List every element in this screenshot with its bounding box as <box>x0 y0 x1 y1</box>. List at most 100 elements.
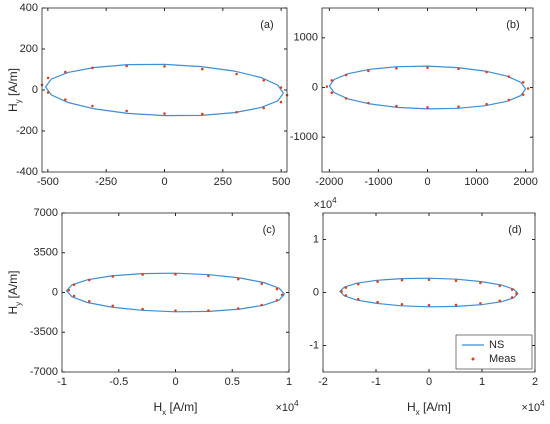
meas-point <box>356 297 360 301</box>
meas-point <box>427 303 431 307</box>
meas-point <box>330 91 334 95</box>
ns-curve <box>65 272 285 313</box>
y-tick-label: 1000 <box>294 32 318 44</box>
meas-point <box>260 303 264 307</box>
y-tick-label: -1 <box>309 339 319 351</box>
y-tick-label: 0 <box>313 286 319 298</box>
x-tick-label: 0.5 <box>225 376 240 388</box>
meas-point <box>457 105 460 108</box>
x-axis-label-part: [A/m] <box>420 400 451 414</box>
meas-point <box>521 93 525 96</box>
meas-point <box>344 73 348 77</box>
y-exponent-part: ×10 <box>313 199 332 211</box>
y-axis-label-part: [A/m] <box>6 270 20 301</box>
meas-point <box>46 76 50 80</box>
x-tick-label: 0 <box>426 376 432 388</box>
legend-label: Meas <box>489 353 516 365</box>
meas-point <box>174 273 177 276</box>
x-tick-label: -1000 <box>364 176 392 188</box>
meas-point <box>174 309 177 312</box>
y-tick-label: -3500 <box>30 326 58 338</box>
meas-point <box>91 104 94 108</box>
x-tick-label: -1 <box>57 376 67 388</box>
legend-label: NS <box>489 339 504 351</box>
meas-point <box>64 70 67 74</box>
panel-label: (a) <box>260 19 273 31</box>
meas-point <box>235 72 238 76</box>
y-tick-label: -7000 <box>30 366 58 378</box>
x-axis-label-part: x <box>416 408 420 417</box>
y-tick-label: 7000 <box>34 207 58 219</box>
meas-point <box>479 281 482 285</box>
meas-point <box>280 293 284 297</box>
x-exponent: ×104 <box>275 399 299 414</box>
x-tick-label: 1 <box>479 376 485 388</box>
y-tick-label: 400 <box>20 2 38 14</box>
x-tick-label: -0.5 <box>109 376 128 388</box>
panel-label: (c) <box>263 224 276 236</box>
y-tick-label: -1000 <box>290 131 318 143</box>
meas-point <box>510 296 514 299</box>
x-tick-label: 2 <box>532 376 538 388</box>
meas-point <box>485 102 488 106</box>
meas-point <box>325 85 329 88</box>
meas-point <box>376 300 379 304</box>
x-axis-label: Hx [A/m] <box>407 400 451 416</box>
meas-point <box>454 303 458 307</box>
meas-point <box>515 292 518 295</box>
y-exponent-part: 4 <box>332 196 337 205</box>
meas-point <box>507 75 511 78</box>
meas-point <box>262 106 265 110</box>
x-axis-label: Hx [A/m] <box>153 400 197 416</box>
axes-box <box>321 7 534 173</box>
meas-point <box>141 273 144 276</box>
meas-point <box>91 66 94 70</box>
axes-box <box>61 212 290 373</box>
axes-box <box>41 7 288 173</box>
y-axis-label: Hy [A/m] <box>6 68 22 112</box>
meas-point <box>125 109 128 113</box>
meas-point <box>526 87 530 90</box>
x-axis-label-part: x <box>162 408 166 417</box>
meas-point <box>400 302 404 306</box>
x-tick-label: -2 <box>318 376 328 388</box>
meas-point <box>344 97 348 100</box>
x-tick-label: -1 <box>371 376 381 388</box>
legend-box <box>455 334 533 370</box>
ns-curve <box>328 65 527 110</box>
meas-point <box>426 66 429 69</box>
meas-point <box>235 110 238 114</box>
ns-curve <box>44 63 284 117</box>
meas-point <box>507 98 511 102</box>
meas-point <box>262 79 265 82</box>
x-axis-label-part: H <box>407 400 416 414</box>
y-axis-label-part: H <box>6 306 20 315</box>
meas-point <box>260 282 264 285</box>
x-tick-label: 1 <box>286 376 292 388</box>
y-axis-label-part: H <box>6 103 20 112</box>
x-tick-label: -250 <box>95 176 117 188</box>
y-tick-label: 200 <box>20 43 38 55</box>
meas-point <box>275 287 279 291</box>
meas-point <box>395 104 398 108</box>
meas-point <box>279 86 283 89</box>
meas-point <box>457 67 460 71</box>
meas-point <box>427 278 431 282</box>
meas-point <box>485 70 488 74</box>
plot-area <box>322 8 533 172</box>
meas-point <box>479 302 482 305</box>
meas-point <box>46 91 50 94</box>
meas-point <box>72 294 76 298</box>
x-axis-label-part: [A/m] <box>166 400 197 414</box>
x-exponent-part: ×10 <box>275 402 294 414</box>
meas-point <box>207 274 210 278</box>
x-exponent: ×104 <box>521 399 545 414</box>
legend-marker <box>471 357 475 361</box>
meas-point <box>426 106 429 109</box>
meas-point <box>376 280 379 283</box>
meas-point <box>330 79 334 82</box>
y-axis-label: Hy [A/m] <box>6 270 22 314</box>
x-tick-label: 1000 <box>464 176 488 188</box>
panel-label: (d) <box>508 224 521 236</box>
